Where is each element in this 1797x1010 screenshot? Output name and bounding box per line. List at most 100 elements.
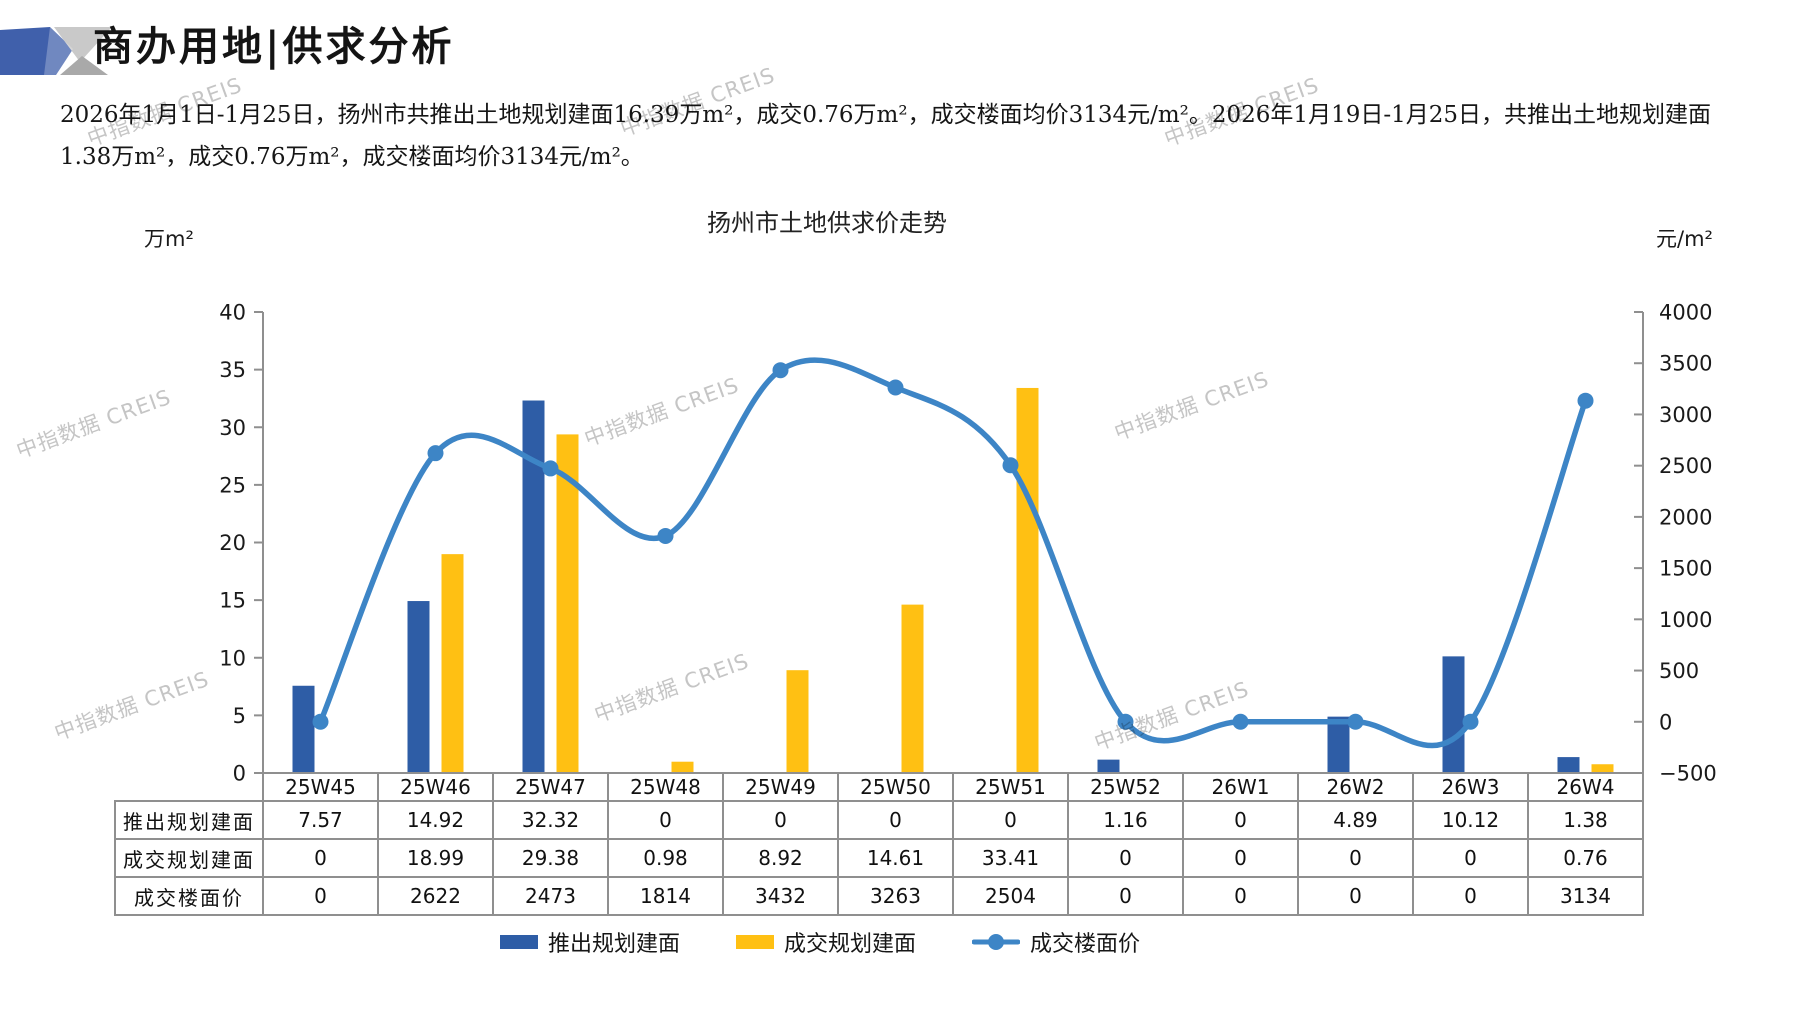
- logo-blue-shape: [0, 27, 73, 75]
- category-header-cell: 25W50: [837, 772, 954, 802]
- chart-title: 扬州市土地供求价走势: [707, 209, 947, 237]
- value-cell: 0: [722, 800, 839, 840]
- watermark-text: 中指数据 CREIS: [1111, 366, 1273, 446]
- left-axis-tick-label: 40: [219, 301, 246, 325]
- value-cell: 0: [262, 876, 379, 916]
- bar-成交规划建面-25W50: [901, 604, 924, 773]
- category-header-cell: 25W51: [952, 772, 1069, 802]
- right-axis-tick-label: −500: [1659, 762, 1717, 786]
- price-line: [317, 357, 1589, 749]
- value-cell: 14.61: [837, 838, 954, 878]
- legend-item-推出规划建面: 推出规划建面: [499, 926, 680, 958]
- right-axis-unit: 元/m²: [1656, 227, 1713, 251]
- bar-成交规划建面-25W51: [1016, 387, 1039, 773]
- left-axis-tick-label: 5: [233, 704, 246, 728]
- chart-legend: 推出规划建面 成交规划建面 成交楼面价: [250, 926, 1390, 958]
- bar-推出规划建面-25W46: [407, 601, 430, 773]
- value-cell: 8.92: [722, 838, 839, 878]
- value-cell: 0: [1067, 876, 1184, 916]
- left-axis-tick-label: 10: [219, 646, 246, 670]
- category-header-cell: 25W46: [377, 772, 494, 802]
- value-cell: 1.38: [1527, 800, 1644, 840]
- legend-item-成交楼面价: 成交楼面价: [972, 926, 1140, 958]
- legend-swatch-icon: [735, 935, 774, 949]
- price-point-25W52: [1117, 713, 1134, 730]
- bar-成交规划建面-25W49: [786, 670, 809, 773]
- watermark-text: 中指数据 CREIS: [1091, 676, 1253, 756]
- page-title: 商办用地|供求分析: [93, 23, 455, 70]
- value-cell: 3263: [837, 876, 954, 916]
- bar-成交规划建面-25W47: [556, 434, 579, 773]
- value-cell: 32.32: [492, 800, 609, 840]
- left-axis-tick-label: 25: [219, 473, 246, 497]
- price-point-25W46: [427, 445, 444, 462]
- bar-推出规划建面-25W52: [1097, 759, 1120, 773]
- legend-label: 成交规划建面: [783, 932, 916, 957]
- right-axis-tick-label: 2000: [1659, 505, 1712, 529]
- left-axis-tick-label: 15: [219, 589, 246, 613]
- bar-推出规划建面-25W47: [522, 400, 545, 773]
- category-header-cell: 25W45: [262, 772, 379, 802]
- value-cell: 1.16: [1067, 800, 1184, 840]
- value-cell: 0: [1182, 876, 1299, 916]
- category-header-cell: 26W1: [1182, 772, 1299, 802]
- table-row: 成交楼面价 0 2622 2473 1814 3432 3263 2504 0 0 0 0 3134: [114, 876, 1644, 916]
- category-header-cell: 26W2: [1297, 772, 1414, 802]
- right-axis-tick-label: 3500: [1659, 352, 1712, 376]
- watermark-text: 中指数据 CREIS: [581, 372, 743, 452]
- legend-line-dot-icon: [972, 934, 1020, 950]
- category-header-cell: 25W47: [492, 772, 609, 802]
- legend-label: 推出规划建面: [547, 932, 680, 957]
- value-cell: 29.38: [492, 838, 609, 878]
- logo-lightgray-shape: [54, 27, 112, 62]
- price-point-25W50: [887, 379, 904, 396]
- row-label-cell: 推出规划建面: [114, 800, 264, 840]
- data-table: 25W45 25W46 25W47 25W48 25W49 25W50 25W51 25W52…: [114, 772, 1644, 916]
- value-cell: 14.92: [377, 800, 494, 840]
- category-header-cell: 25W52: [1067, 772, 1184, 802]
- value-cell: 1814: [607, 876, 724, 916]
- row-label-cell: 成交楼面价: [114, 876, 264, 916]
- right-axis-tick-label: 500: [1659, 659, 1699, 683]
- value-cell: 33.41: [952, 838, 1069, 878]
- value-cell: 0.76: [1527, 838, 1644, 878]
- right-axis-tick-label: 1000: [1659, 608, 1712, 632]
- value-cell: 0: [1067, 838, 1184, 878]
- left-axis-unit: 万m²: [144, 227, 194, 251]
- price-point-25W47: [542, 460, 559, 477]
- value-cell: 0: [262, 838, 379, 878]
- watermark-text: 中指数据 CREIS: [51, 666, 213, 746]
- value-cell: 0: [837, 800, 954, 840]
- price-point-26W2: [1347, 713, 1364, 730]
- right-axis-tick-label: 2500: [1659, 454, 1712, 478]
- watermark-text: 中指数据 CREIS: [13, 384, 175, 464]
- value-cell: 0: [1182, 838, 1299, 878]
- row-label-cell: 成交规划建面: [114, 838, 264, 878]
- bar-推出规划建面-25W45: [292, 685, 315, 773]
- logo-darkgray-shape: [60, 56, 108, 75]
- left-axis-tick-label: 20: [219, 531, 246, 555]
- price-point-25W45: [312, 713, 329, 730]
- value-cell: 0: [1412, 838, 1529, 878]
- price-point-25W49: [772, 362, 789, 379]
- price-point-26W1: [1232, 713, 1249, 730]
- left-axis-tick-label: 30: [219, 416, 246, 440]
- creis-logo: [0, 27, 112, 75]
- value-cell: 2622: [377, 876, 494, 916]
- bar-推出规划建面-26W4: [1557, 757, 1580, 773]
- value-cell: 3432: [722, 876, 839, 916]
- value-cell: 0: [607, 800, 724, 840]
- bar-推出规划建面-26W2: [1327, 716, 1350, 773]
- logo-highlight-shape: [44, 27, 73, 75]
- table-row: 推出规划建面 7.57 14.92 32.32 0 0 0 0 1.16 0 4.89 10.12 1.…: [114, 800, 1644, 840]
- value-cell: 18.99: [377, 838, 494, 878]
- legend-label: 成交楼面价: [1030, 932, 1141, 957]
- category-header-cell: 26W4: [1527, 772, 1644, 802]
- price-point-26W4: [1577, 392, 1594, 409]
- value-cell: 2504: [952, 876, 1069, 916]
- price-point-25W48: [657, 527, 674, 544]
- left-axis-tick-label: 35: [219, 358, 246, 382]
- category-header-cell: 26W3: [1412, 772, 1529, 802]
- bar-成交规划建面-25W46: [441, 554, 464, 773]
